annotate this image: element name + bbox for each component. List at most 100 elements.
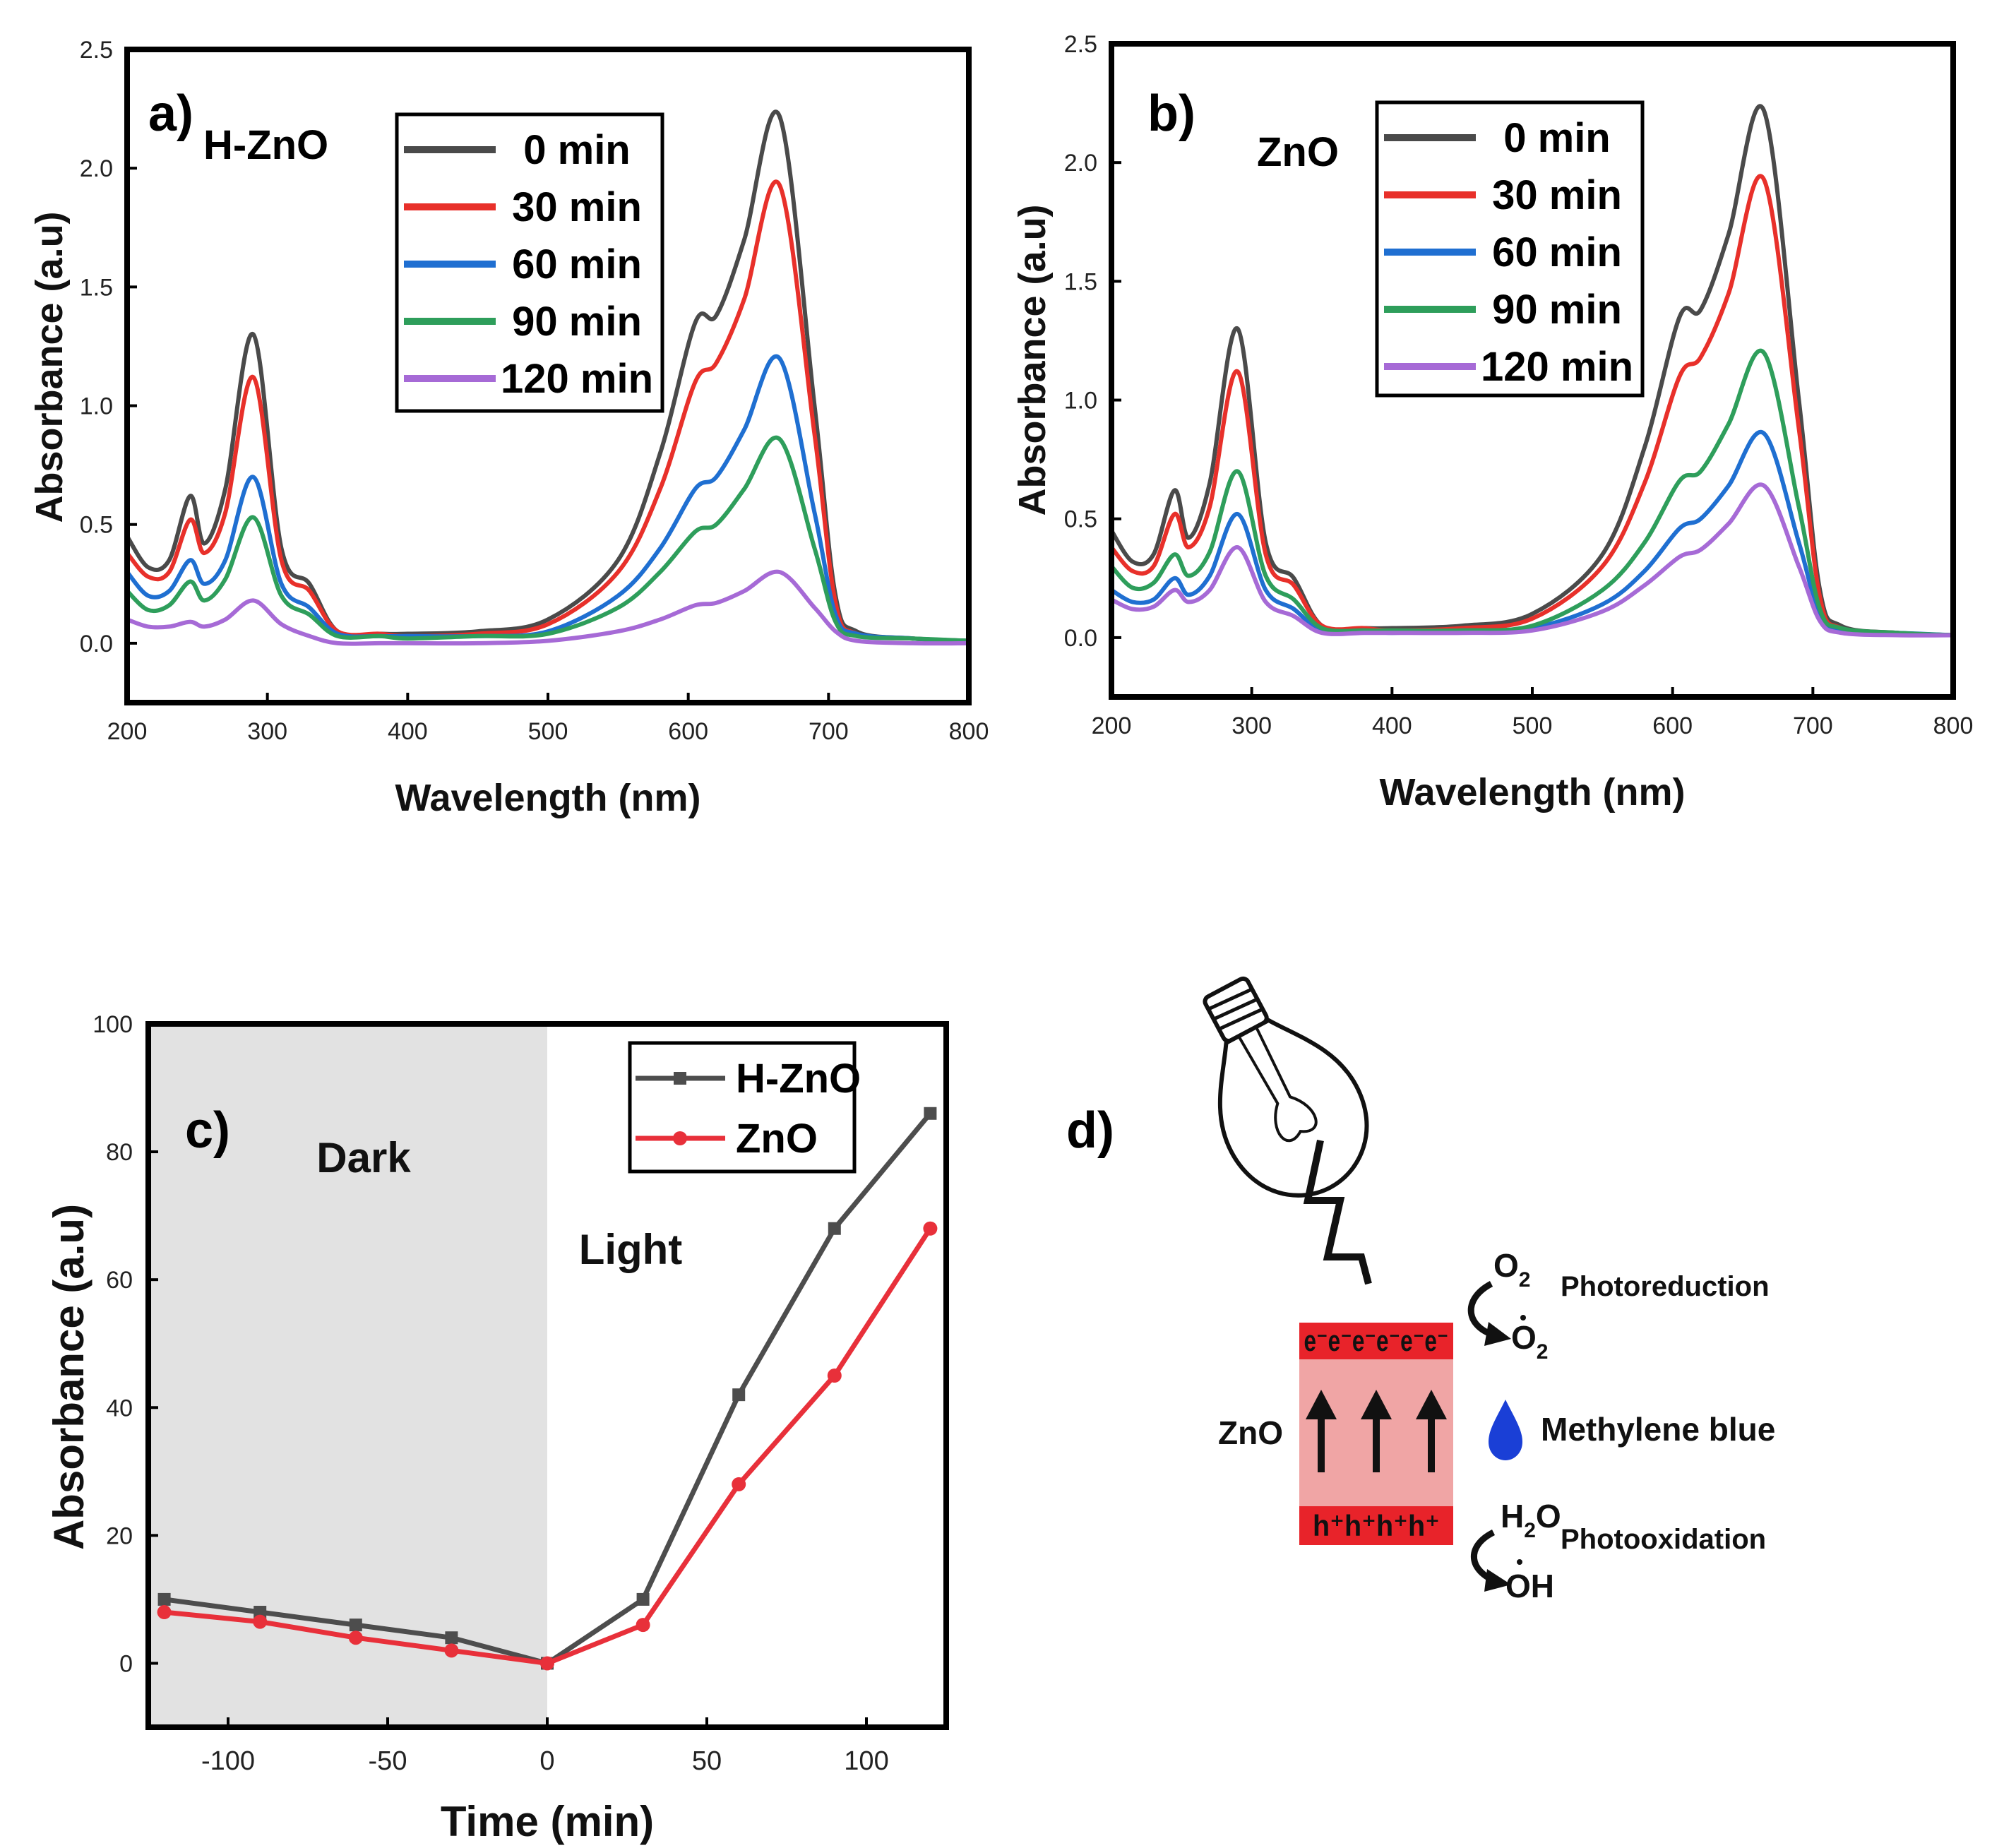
chart-c-legend-label: ZnO (736, 1116, 818, 1162)
chart-a-y-tick-label: 2.0 (80, 155, 113, 182)
chart-c-y-ticks: 0 20 40 60 80 100 (93, 1011, 158, 1677)
conduction-band (1299, 1323, 1453, 1359)
chart-a-series-group (125, 109, 970, 646)
chart-c-degradation: Dark Light 0 20 40 60 80 100 -100 -50 0 50 100 Ti… (45, 1011, 949, 1845)
chart-c-point-ZnO (444, 1643, 459, 1658)
chart-b-y-tick-label: 0.0 (1064, 625, 1097, 652)
chart-b-x-tick-label: 700 (1793, 713, 1833, 739)
chart-b-x-tick-label: 200 (1092, 713, 1132, 739)
h2o-subscript: 2 (1524, 1519, 1536, 1542)
chart-c-x-tick-label: -50 (369, 1746, 407, 1776)
chart-c-point-H-ZnO (924, 1107, 937, 1120)
chart-a-legend-label: 0 min (523, 127, 631, 173)
chart-a-x-ticks: 200 300 400 500 600 700 800 (107, 693, 989, 745)
chart-a-x-tick-label: 500 (528, 718, 568, 745)
chart-c-x-tick-label: 0 (539, 1746, 554, 1776)
chart-a-legend-label: 90 min (512, 299, 642, 345)
chart-a-x-tick-label: 400 (388, 718, 428, 745)
chart-b-y-tick-label: 2.5 (1064, 31, 1097, 58)
chart-a-x-tick-label: 700 (809, 718, 849, 745)
light-bulb-icon (1203, 976, 1369, 1198)
chart-b-series-90-min (1109, 348, 1954, 638)
chart-a-series-90-min (125, 435, 970, 643)
chart-c-x-axis-title: Time (min) (441, 1798, 654, 1845)
chart-b-x-tick-label: 500 (1513, 713, 1553, 739)
up-arrow-icon (1361, 1390, 1392, 1472)
chart-c-point-ZnO (253, 1614, 268, 1629)
chart-c-point-ZnO (732, 1477, 746, 1491)
chart-c-panel-label: c) (185, 1102, 230, 1159)
chart-b-y-tick-label: 0.5 (1064, 506, 1097, 533)
chart-b-y-tick-label: 2.0 (1064, 150, 1097, 177)
oxidation-arrowhead (1484, 1569, 1511, 1592)
up-arrow-icon (1306, 1390, 1337, 1472)
chart-c-point-H-ZnO (445, 1631, 458, 1645)
chart-c-point-ZnO (348, 1631, 363, 1645)
chart-c-y-tick-label: 80 (106, 1139, 133, 1166)
chart-c-legend: H-ZnO ZnO (628, 1041, 861, 1174)
chart-c-point-H-ZnO (157, 1592, 171, 1606)
chart-a-legend-label: 60 min (512, 242, 642, 287)
diagram-d-panel-label: d) (1066, 1102, 1114, 1159)
photooxidation-label: Photooxidation (1561, 1524, 1766, 1555)
hydroxyl-radical-label: OH (1505, 1568, 1554, 1604)
chart-c-legend-marker (674, 1072, 686, 1085)
chart-a-x-tick-label: 200 (107, 718, 148, 745)
conduction-band-electrons: e⁻e⁻e⁻e⁻e⁻e⁻ (1304, 1324, 1449, 1357)
chart-b-series-0-min (1109, 104, 1954, 638)
chart-a-h-zno-spectra: 0.0 0.5 1.0 1.5 2.0 2.5 200 300 400 500 600 700 800… (28, 37, 989, 819)
chart-a-y-tick-label: 0.5 (80, 512, 113, 539)
chart-a-y-axis-title: Absorbance (a.u) (28, 211, 71, 523)
chart-a-x-tick-label: 800 (949, 718, 989, 745)
chart-c-legend-label: H-ZnO (736, 1056, 861, 1102)
photoreduction-label: Photoreduction (1561, 1271, 1770, 1302)
chart-b-x-ticks: 200 300 400 500 600 700 800 (1092, 687, 1973, 739)
chart-c-y-tick-label: 20 (106, 1522, 133, 1549)
chart-b-legend: 0 min 30 min 60 min 90 min 120 min (1375, 100, 1645, 398)
chart-a-legend: 0 min 30 min 60 min 90 min 120 min (395, 112, 664, 413)
chart-c-y-tick-label: 100 (93, 1011, 133, 1038)
chart-b-legend-label: 60 min (1492, 229, 1622, 275)
chart-b-y-tick-label: 1.0 (1064, 388, 1097, 415)
zno-material-label: ZnO (1218, 1414, 1283, 1451)
chart-c-point-H-ZnO (254, 1606, 267, 1619)
chart-b-series-120-min (1110, 482, 1954, 638)
superoxide-symbol: O (1511, 1319, 1537, 1356)
chart-b-series-60-min (1110, 429, 1954, 638)
chart-c-y-axis-title: Absorbance (a.u) (45, 1204, 93, 1550)
chart-c-point-ZnO (923, 1221, 938, 1236)
chart-c-point-H-ZnO (636, 1592, 650, 1606)
chart-b-legend-label: 120 min (1481, 344, 1633, 390)
chart-b-panel-label: b) (1147, 85, 1195, 142)
h2o-o: O (1536, 1498, 1561, 1534)
chart-a-y-tick-label: 2.5 (80, 37, 113, 64)
oxidation-reactant: H2O (1501, 1498, 1561, 1542)
chart-a-x-tick-label: 300 (247, 718, 287, 745)
radical-dot (1520, 1315, 1526, 1321)
chart-b-y-ticks: 0.0 0.5 1.0 1.5 2.0 2.5 (1064, 31, 1121, 652)
water-drop-icon (1489, 1400, 1522, 1460)
chart-b-y-tick-label: 1.5 (1064, 268, 1097, 295)
chart-c-dark-label: Dark (316, 1134, 411, 1181)
chart-c-y-tick-label: 60 (106, 1267, 133, 1294)
chart-b-sample-label: ZnO (1257, 129, 1339, 175)
chart-c-point-ZnO (636, 1618, 650, 1633)
chart-c-legend-box (628, 1041, 857, 1174)
chart-a-series-0-min (125, 109, 970, 643)
diagram-d-photocatalysis: d) e⁻e⁻e⁻e⁻e⁻e⁻ h⁺h⁺h⁺h⁺ ZnO O2 O2 (1066, 976, 1775, 1604)
chart-b-x-tick-label: 400 (1372, 713, 1412, 739)
chart-a-series-120-min (126, 569, 970, 646)
chart-a-sample-label: H-ZnO (203, 122, 328, 168)
chart-a-series-30-min (125, 179, 970, 643)
chart-c-point-ZnO (827, 1369, 842, 1383)
chart-c-point-H-ZnO (828, 1222, 841, 1235)
chart-a-panel-label: a) (148, 85, 193, 142)
chart-c-point-ZnO (540, 1656, 554, 1671)
chart-a-legend-label: 120 min (501, 356, 653, 402)
up-arrow-icon (1416, 1390, 1447, 1472)
chart-b-legend-label: 90 min (1492, 287, 1622, 333)
valence-band-holes: h⁺h⁺h⁺h⁺ (1313, 1509, 1440, 1542)
chart-b-legend-label: 30 min (1492, 172, 1622, 218)
chart-b-series-30-min (1109, 174, 1954, 638)
